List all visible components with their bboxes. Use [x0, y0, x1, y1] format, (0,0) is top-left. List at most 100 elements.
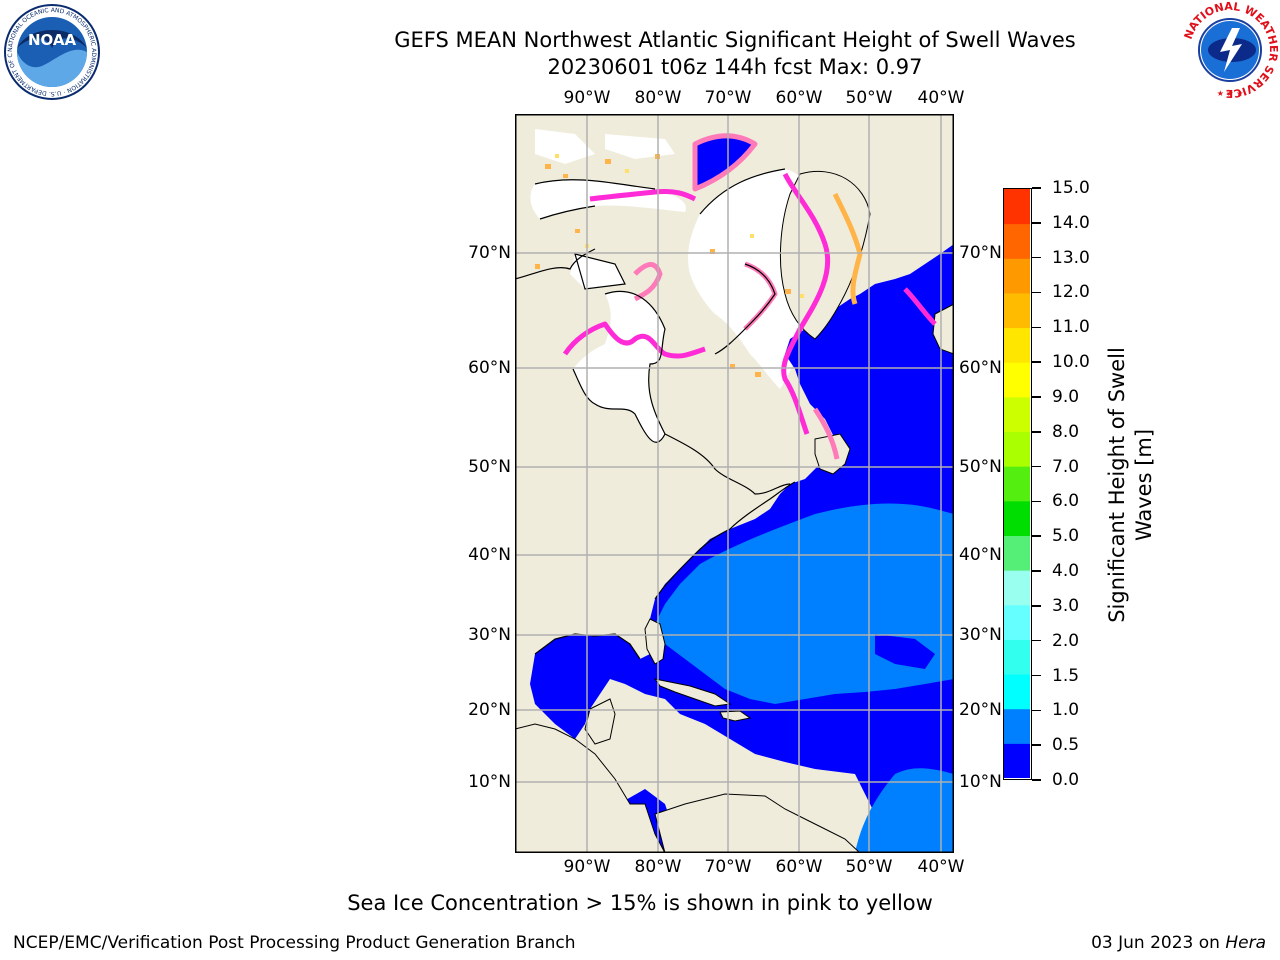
colorbar-tick [1032, 639, 1041, 642]
colorbar-tick-label: 13.0 [1052, 247, 1090, 268]
colorbar-segment [1004, 362, 1030, 398]
lat-label-left: 20°N [468, 700, 511, 720]
colorbar-tick-label: 0.0 [1052, 770, 1080, 790]
swell-height-map [515, 114, 954, 853]
colorbar-tick-label: 4.0 [1052, 561, 1080, 582]
lon-label-bottom: 40°W [917, 857, 965, 877]
colorbar-segment [1004, 639, 1030, 675]
colorbar-tick-label: 1.0 [1052, 700, 1080, 721]
nws-logo: NATIONAL WEATHER SERVICE ★ ★ ★ [1182, 0, 1280, 100]
colorbar-tick-label: 15.0 [1052, 178, 1090, 198]
sea-ice-caption: Sea Ice Concentration > 15% is shown in … [347, 891, 933, 915]
south-america [654, 793, 861, 853]
lat-label-left: 10°N [468, 772, 511, 792]
lon-label-bottom: 90°W [563, 857, 611, 877]
footer-date: 03 Jun 2023 on Hera [1091, 933, 1266, 953]
lon-label-top: 70°W [704, 88, 752, 108]
colorbar-tick-label: 6.0 [1052, 491, 1080, 512]
colorbar-segment [1004, 743, 1030, 778]
lat-label-left: 30°N [468, 625, 511, 645]
colorbar-tick-label: 8.0 [1052, 421, 1080, 442]
lon-label-top: 80°W [634, 88, 682, 108]
colorbar-tick [1032, 291, 1041, 294]
colorbar-segment [1004, 258, 1030, 294]
colorbar-tick-label: 1.5 [1052, 665, 1080, 686]
lat-label-left: 60°N [468, 358, 511, 378]
svg-text:★ ★ ★: ★ ★ ★ [1217, 89, 1244, 98]
colorbar-segment [1004, 396, 1030, 433]
colorbar-tick [1032, 431, 1041, 433]
colorbar-tick-label: 5.0 [1052, 526, 1080, 547]
lon-label-top: 90°W [563, 88, 611, 108]
colorbar-tick [1032, 570, 1041, 572]
lon-label-bottom: 50°W [845, 857, 893, 877]
footer-date-text: 03 Jun 2023 on [1091, 933, 1226, 953]
colorbar-tick [1032, 396, 1041, 398]
lat-label-right: 10°N [959, 772, 1002, 792]
colorbar-tick [1032, 709, 1041, 712]
lat-label-right: 20°N [959, 700, 1002, 720]
colorbar-tick [1032, 674, 1041, 677]
lon-label-top: 60°W [775, 88, 823, 108]
colorbar-segment [1004, 466, 1030, 502]
colorbar-tick-label: 14.0 [1052, 212, 1090, 233]
noaa-logo-text: NOAA [28, 31, 77, 49]
lon-label-bottom: 70°W [704, 857, 752, 877]
colorbar [1003, 188, 1032, 780]
colorbar-tick [1032, 535, 1041, 537]
colorbar-segment [1004, 327, 1030, 363]
colorbar-title-line: Waves [m] [1132, 428, 1156, 542]
colorbar-tick [1032, 222, 1041, 224]
colorbar-tick-label: 2.0 [1052, 630, 1080, 651]
colorbar-segment [1004, 292, 1030, 329]
colorbar-segment [1004, 500, 1030, 536]
colorbar-tick-label: 7.0 [1052, 456, 1080, 477]
colorbar-tick [1032, 779, 1041, 781]
colorbar-segment [1004, 431, 1030, 467]
lat-label-left: 70°N [468, 243, 511, 263]
ocean-mid-swell-south [855, 768, 954, 853]
colorbar-title: Significant Height of Swell Waves [m] [1104, 347, 1158, 623]
lat-label-right: 50°N [959, 457, 1002, 477]
colorbar-segment [1004, 708, 1030, 744]
lon-label-bottom: 80°W [634, 857, 682, 877]
graticule [515, 114, 954, 853]
colorbar-tick-label: 12.0 [1052, 282, 1090, 303]
chart-subtitle: 20230601 t06z 144h fcst Max: 0.97 [547, 55, 923, 79]
colorbar-tick-label: 0.5 [1052, 735, 1080, 756]
central-america [515, 723, 666, 853]
colorbar-tick [1032, 500, 1041, 503]
cuba [653, 678, 732, 707]
colorbar-segment [1004, 189, 1030, 225]
map-frame [515, 114, 954, 853]
colorbar-segment [1004, 570, 1030, 606]
colorbar-tick [1032, 361, 1041, 363]
footer-credit: NCEP/EMC/Verification Post Processing Pr… [13, 933, 576, 953]
colorbar-segment [1004, 535, 1030, 571]
colorbar-tick-label: 11.0 [1052, 317, 1090, 338]
lon-label-top: 50°W [845, 88, 893, 108]
colorbar-segment [1004, 604, 1030, 640]
newfoundland [814, 433, 851, 475]
colorbar-tick [1032, 744, 1041, 746]
colorbar-segment [1004, 223, 1030, 259]
lat-label-right: 30°N [959, 625, 1002, 645]
colorbar-tick [1032, 256, 1041, 259]
florida [644, 618, 666, 665]
colorbar-title-line: Significant Height of Swell [1105, 347, 1129, 623]
lat-label-right: 40°N [959, 545, 1002, 565]
colorbar-tick [1032, 605, 1041, 607]
colorbar-tick [1032, 326, 1041, 329]
colorbar-tick-label: 10.0 [1052, 352, 1090, 373]
lat-label-left: 50°N [468, 457, 511, 477]
lon-label-bottom: 60°W [775, 857, 823, 877]
chart-title: GEFS MEAN Northwest Atlantic Significant… [394, 28, 1076, 52]
colorbar-segment [1004, 674, 1030, 710]
colorbar-tick-label: 3.0 [1052, 595, 1080, 616]
iceland-edge [932, 303, 954, 355]
colorbar-tick [1032, 187, 1041, 189]
coastlines [515, 168, 796, 660]
footer-host: Hera [1225, 933, 1266, 953]
lon-label-top: 40°W [917, 88, 965, 108]
lat-label-left: 40°N [468, 545, 511, 565]
